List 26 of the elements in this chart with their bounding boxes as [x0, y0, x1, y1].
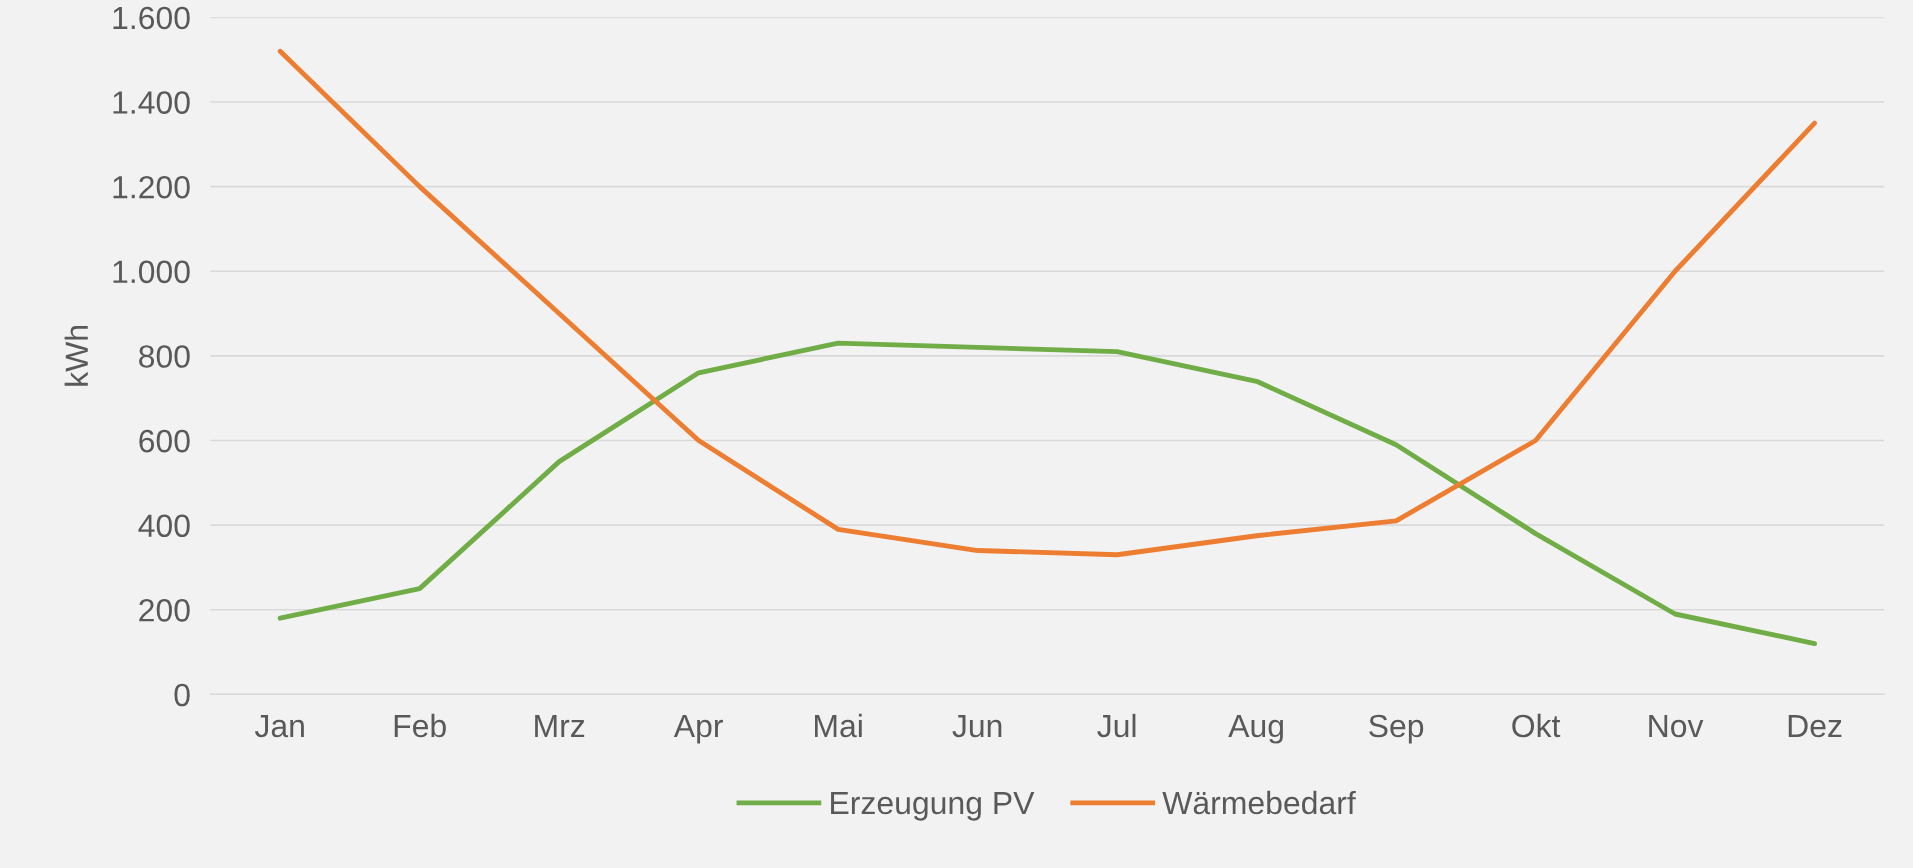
x-tick-label: Apr	[673, 715, 723, 744]
x-tick-label: Nov	[1649, 715, 1704, 738]
x-tick-label: Jul	[1097, 713, 1136, 738]
y-tick-label: 0	[174, 683, 190, 707]
legend-label: Wärmebedarf	[1162, 790, 1356, 815]
x-tick-label: Mai	[815, 713, 862, 738]
x-tick-label: Feb	[394, 713, 446, 738]
y-tick-label: 1.200	[113, 175, 190, 199]
x-tick-label: Jun	[952, 715, 1002, 738]
x-tick-label: Aug	[1228, 715, 1283, 744]
legend-label: Erzeugung PV	[831, 792, 1035, 821]
y-tick-label: 800	[139, 345, 190, 368]
line-series	[277, 340, 1817, 647]
y-tick-label: 200	[139, 599, 190, 622]
y-tick-label: 400	[138, 514, 190, 538]
y-tick-label: 1.000	[113, 260, 190, 284]
line-series	[277, 48, 1817, 558]
x-tick-label: Mrz	[535, 715, 585, 737]
x-tick-label: Dez	[1788, 715, 1842, 738]
x-tick-label: Sep	[1369, 714, 1424, 744]
x-tick-label: Jan	[254, 715, 304, 738]
y-tick-label: 1.600	[113, 6, 190, 30]
y-axis-title: kWh	[64, 326, 88, 386]
x-tick-label: Okt	[1512, 713, 1561, 738]
y-tick-label: 600	[139, 429, 190, 453]
y-tick-label: 1.400	[113, 91, 190, 114]
